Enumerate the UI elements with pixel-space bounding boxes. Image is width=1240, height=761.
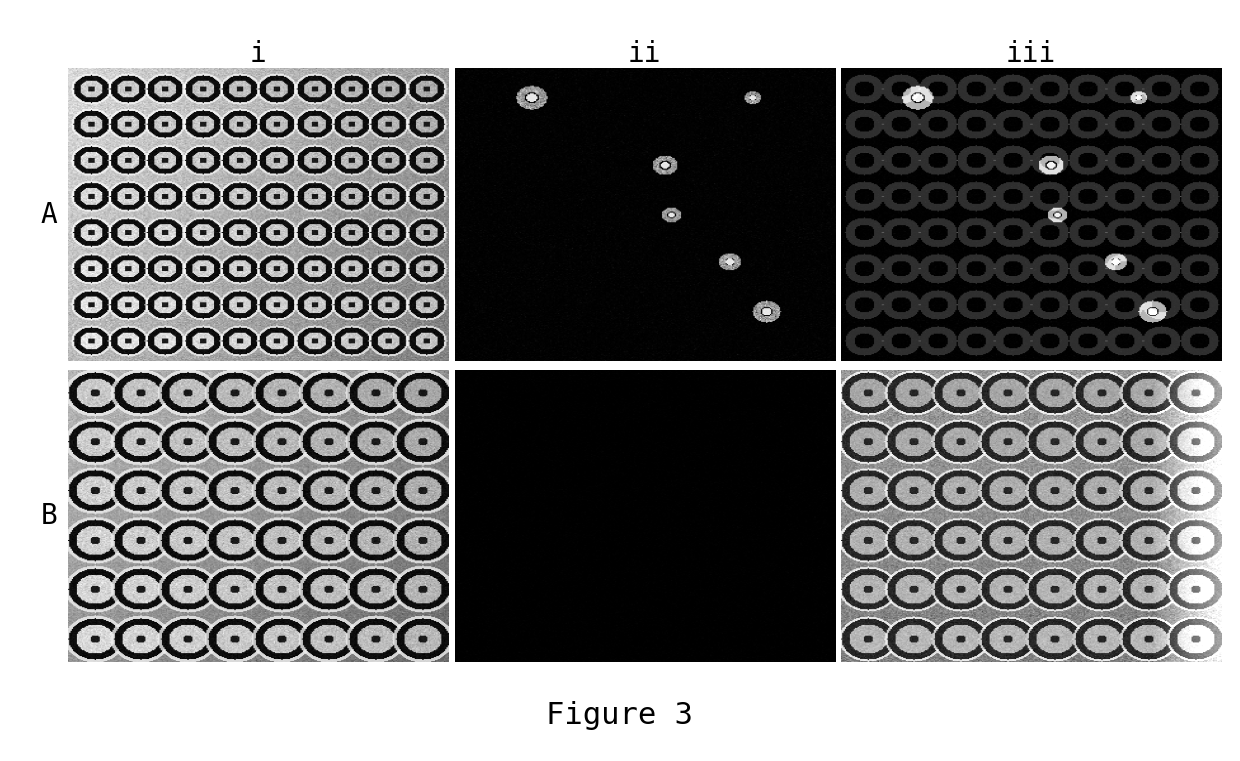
Text: Figure 3: Figure 3 xyxy=(547,701,693,730)
Title: i: i xyxy=(250,40,267,68)
Y-axis label: A: A xyxy=(41,201,57,229)
Title: iii: iii xyxy=(1006,40,1056,68)
Title: ii: ii xyxy=(627,40,662,68)
Y-axis label: B: B xyxy=(41,501,57,530)
